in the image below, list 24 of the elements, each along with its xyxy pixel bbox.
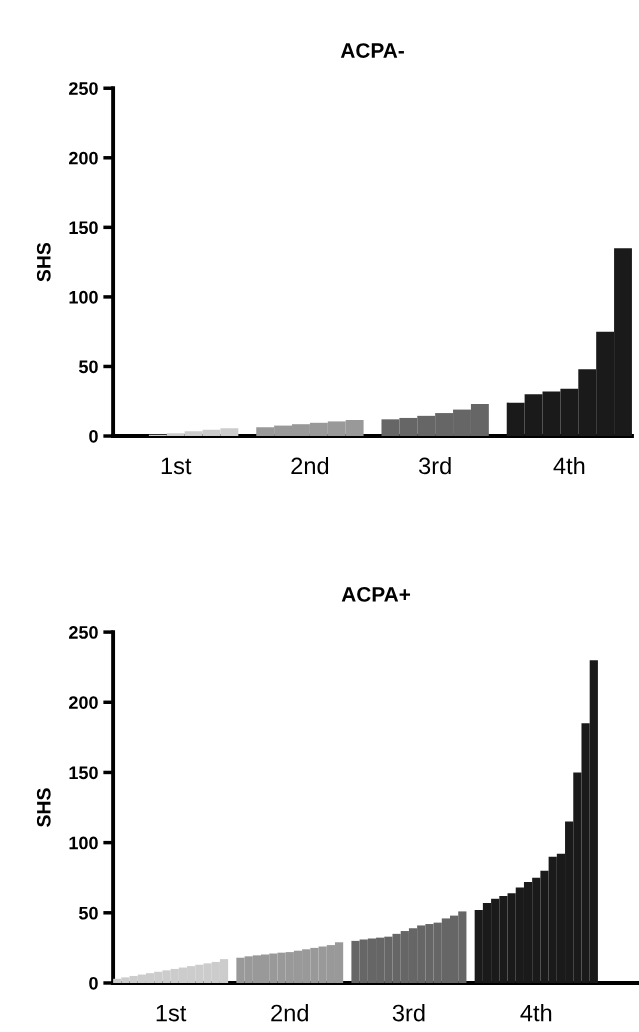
- series-label: 4th: [553, 456, 585, 475]
- y-tick-label: 150: [69, 766, 98, 780]
- chart-title: ACPA-: [340, 43, 404, 58]
- chart-title: ACPA+: [341, 587, 411, 602]
- y-tick-label: 250: [69, 82, 98, 95]
- y-tick-label: 0: [89, 976, 98, 990]
- y-axis-title: SHS: [36, 242, 51, 282]
- y-tick-label: 0: [89, 429, 98, 443]
- y-tick-label: 100: [69, 836, 98, 850]
- series-label: 2nd: [291, 456, 329, 475]
- series-label: 4th: [520, 1004, 552, 1022]
- y-tick-label: 250: [69, 626, 98, 639]
- y-tick-label: 200: [69, 696, 98, 709]
- series-label: 1st: [156, 1004, 187, 1022]
- y-tick-label: 50: [78, 906, 98, 920]
- series-label: 3rd: [392, 1004, 425, 1022]
- series-label: 1st: [161, 457, 192, 475]
- y-tick-label: 100: [69, 290, 98, 304]
- y-axis-title: SHS: [36, 788, 51, 827]
- y-tick-label: 50: [78, 360, 98, 374]
- series-label: 3rd: [419, 456, 451, 475]
- series-label: 2nd: [271, 1004, 308, 1022]
- y-tick-label: 150: [69, 221, 98, 235]
- y-tick-label: 200: [69, 151, 98, 165]
